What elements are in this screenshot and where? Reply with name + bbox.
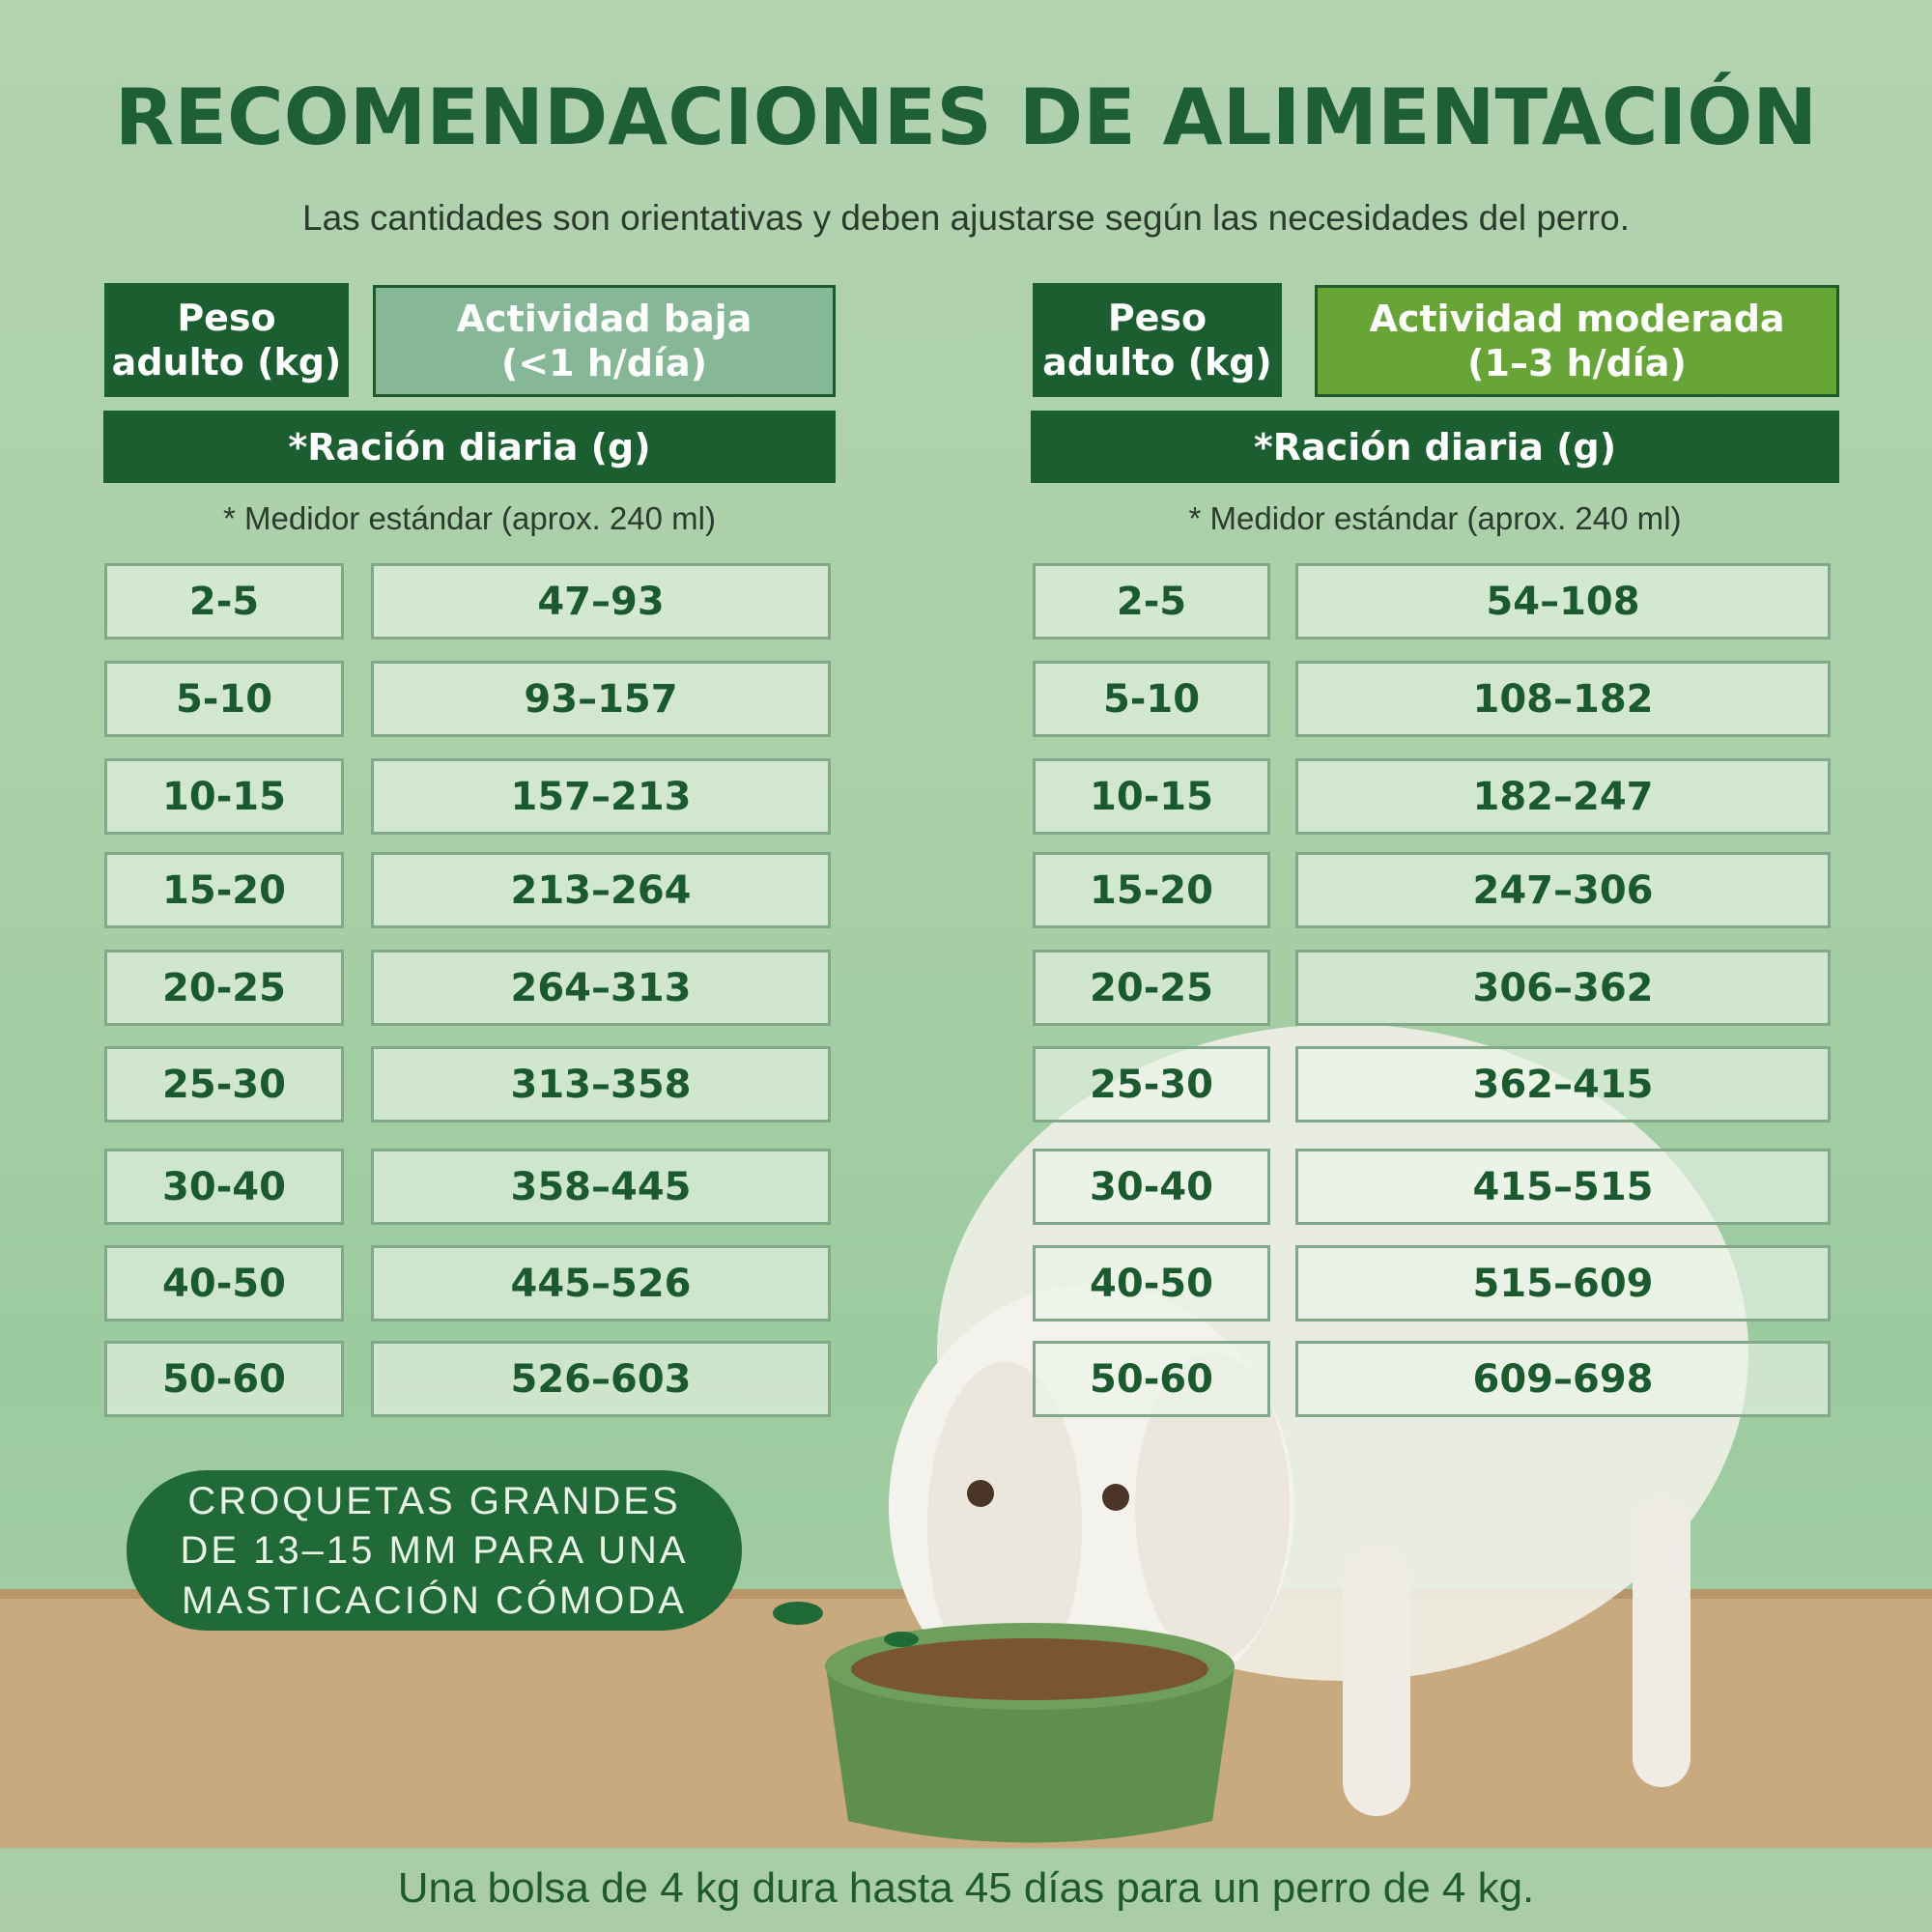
ration-cell: 264–313	[371, 950, 831, 1026]
weight-cell: 40-50	[104, 1245, 344, 1321]
header-line: Peso	[1107, 297, 1208, 339]
ration-cell: 93–157	[371, 661, 831, 737]
bowl	[826, 1666, 1235, 1843]
weight-cell: 20-25	[1033, 950, 1270, 1026]
ration-cell: 358–445	[371, 1149, 831, 1225]
ration-cell: 182–247	[1295, 758, 1831, 835]
header-line: adulto (kg)	[111, 341, 342, 384]
header-line: Peso	[177, 297, 276, 339]
title: RECOMENDACIONES DE ALIMENTACIÓN	[114, 72, 1818, 162]
weight-header: Peso adulto (kg)	[104, 283, 349, 397]
dog-eye	[1102, 1484, 1129, 1511]
weight-cell: 50-60	[1033, 1341, 1270, 1417]
ration-cell: 526–603	[371, 1341, 831, 1417]
header-line: (<1 h/día)	[500, 342, 708, 384]
note: * Medidor estándar (aprox. 240 ml)	[1188, 500, 1682, 536]
dot	[884, 1632, 919, 1647]
callout-line: DE 13–15 MM PARA UNA	[180, 1529, 689, 1572]
ration-cell: 157–213	[371, 758, 831, 835]
kibble	[851, 1638, 1208, 1700]
weight-cell: 10-15	[1033, 758, 1270, 835]
weight-cell: 30-40	[104, 1149, 344, 1225]
footer: Una bolsa de 4 kg dura hasta 45 días par…	[397, 1864, 1535, 1912]
ration-cell: 415–515	[1295, 1149, 1831, 1225]
header-line: Actividad baja	[456, 298, 753, 340]
weight-cell: 20-25	[104, 950, 344, 1026]
dog-ear	[1135, 1352, 1290, 1662]
weight-cell: 2-5	[104, 563, 344, 639]
callout-line: MASTICACIÓN CÓMODA	[182, 1579, 687, 1622]
ration-cell: 313–358	[371, 1046, 831, 1122]
callout-pill	[127, 1470, 742, 1631]
ration-cell: 247–306	[1295, 852, 1831, 928]
ration-cell: 609–698	[1295, 1341, 1831, 1417]
dog-eye	[967, 1480, 994, 1507]
dog-ear	[927, 1362, 1082, 1690]
ration-cell: 213–264	[371, 852, 831, 928]
weight-cell: 5-10	[1033, 661, 1270, 737]
header-line: adulto (kg)	[1042, 341, 1272, 384]
weight-cell: 15-20	[104, 852, 344, 928]
ration-cell: 108–182	[1295, 661, 1831, 737]
weight-cell: 25-30	[104, 1046, 344, 1122]
activity-header: Actividad moderada (1–3 h/día)	[1315, 285, 1839, 397]
header-line: Actividad moderada	[1369, 298, 1785, 340]
dog-leg	[1343, 1546, 1410, 1816]
activity-header: Actividad baja (<1 h/día)	[373, 285, 836, 397]
ration-header: *Ración diaria (g)	[103, 411, 836, 483]
dog-leg	[1633, 1497, 1690, 1787]
weight-cell: 25-30	[1033, 1046, 1270, 1122]
ration-cell: 54–108	[1295, 563, 1831, 639]
callout-line: CROQUETAS GRANDES	[187, 1480, 681, 1522]
header-line: (1–3 h/día)	[1467, 342, 1687, 384]
subtitle: Las cantidades son orientativas y deben …	[302, 198, 1630, 238]
footer-band	[0, 1848, 1932, 1932]
ration-cell: 306–362	[1295, 950, 1831, 1026]
ration-cell: 47–93	[371, 563, 831, 639]
ration-cell: 445–526	[371, 1245, 831, 1321]
ration-cell: 515–609	[1295, 1245, 1831, 1321]
ration-header: *Ración diaria (g)	[1031, 411, 1839, 483]
weight-cell: 50-60	[104, 1341, 344, 1417]
dot	[773, 1602, 823, 1625]
weight-cell: 2-5	[1033, 563, 1270, 639]
weight-cell: 30-40	[1033, 1149, 1270, 1225]
weight-cell: 10-15	[104, 758, 344, 835]
note: * Medidor estándar (aprox. 240 ml)	[223, 500, 716, 536]
weight-cell: 40-50	[1033, 1245, 1270, 1321]
ration-cell: 362–415	[1295, 1046, 1831, 1122]
weight-cell: 5-10	[104, 661, 344, 737]
weight-cell: 15-20	[1033, 852, 1270, 928]
weight-header: Peso adulto (kg)	[1033, 283, 1282, 397]
